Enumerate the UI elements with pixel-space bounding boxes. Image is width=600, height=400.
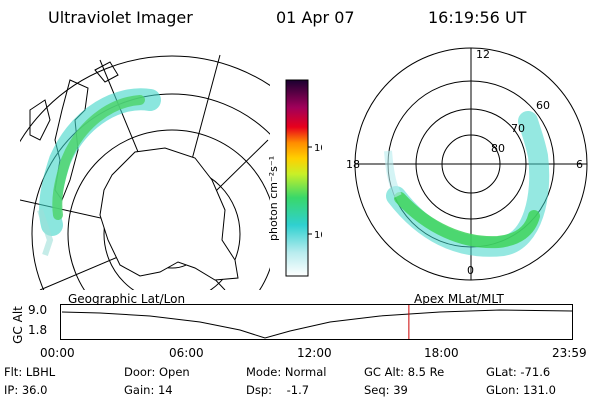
status-ip: IP: 36.0 — [4, 383, 48, 397]
geographic-map — [20, 54, 270, 290]
time-tick-2359: 23:59 — [552, 346, 587, 360]
colorbar-unit-label: photon cm⁻²s⁻¹ — [267, 156, 280, 241]
status-door: Door: Open — [124, 365, 190, 379]
date-label: 01 Apr 07 — [276, 8, 355, 27]
polar-mlt-plot: 12 18 6 0 60 70 80 — [346, 47, 588, 281]
status-glon: GLon: 131.0 — [486, 383, 556, 397]
antarctica-coastline — [99, 147, 239, 281]
colorbar: 100 10 photon cm⁻²s⁻¹ — [267, 79, 322, 277]
status-dsp: Dsp: -1.7 — [246, 383, 310, 397]
status-glat: GLat: -71.6 — [486, 365, 551, 379]
time-tick-0600: 06:00 — [169, 346, 204, 360]
lat-label-60: 60 — [536, 99, 550, 112]
status-flt: Flt: LBHL — [4, 365, 56, 379]
lat-label-80: 80 — [491, 142, 505, 155]
time-tick-0000: 00:00 — [40, 346, 75, 360]
alt-axis-title: GC Alt — [11, 306, 25, 344]
altitude-curve — [61, 309, 573, 339]
mlt-label-12: 12 — [476, 48, 490, 61]
apex-panel-label: Apex MLat/MLT — [414, 292, 504, 306]
alt-tick-high: 9.0 — [28, 303, 48, 317]
status-mode: Mode: Normal — [246, 365, 327, 379]
colorbar-tick-10: 10 — [314, 230, 322, 241]
lat-label-70: 70 — [511, 122, 525, 135]
mlt-label-6: 6 — [576, 158, 583, 171]
altitude-strip-plot — [60, 304, 573, 340]
time-tick-1200: 12:00 — [297, 346, 332, 360]
time-label: 16:19:56 UT — [428, 8, 527, 27]
instrument-title: Ultraviolet Imager — [48, 8, 193, 27]
time-tick-1800: 18:00 — [424, 346, 459, 360]
mlt-label-0: 0 — [467, 264, 474, 277]
geo-panel-label: Geographic Lat/Lon — [68, 292, 186, 306]
colorbar-tick-100: 100 — [314, 143, 322, 154]
status-gain: Gain: 14 — [124, 383, 173, 397]
alt-tick-low: 1.8 — [28, 323, 48, 337]
polar-aurora-oval — [386, 111, 550, 257]
mlt-label-18: 18 — [346, 158, 360, 171]
status-gc-alt: GC Alt: 8.5 Re — [364, 365, 445, 379]
status-seq: Seq: 39 — [364, 383, 408, 397]
